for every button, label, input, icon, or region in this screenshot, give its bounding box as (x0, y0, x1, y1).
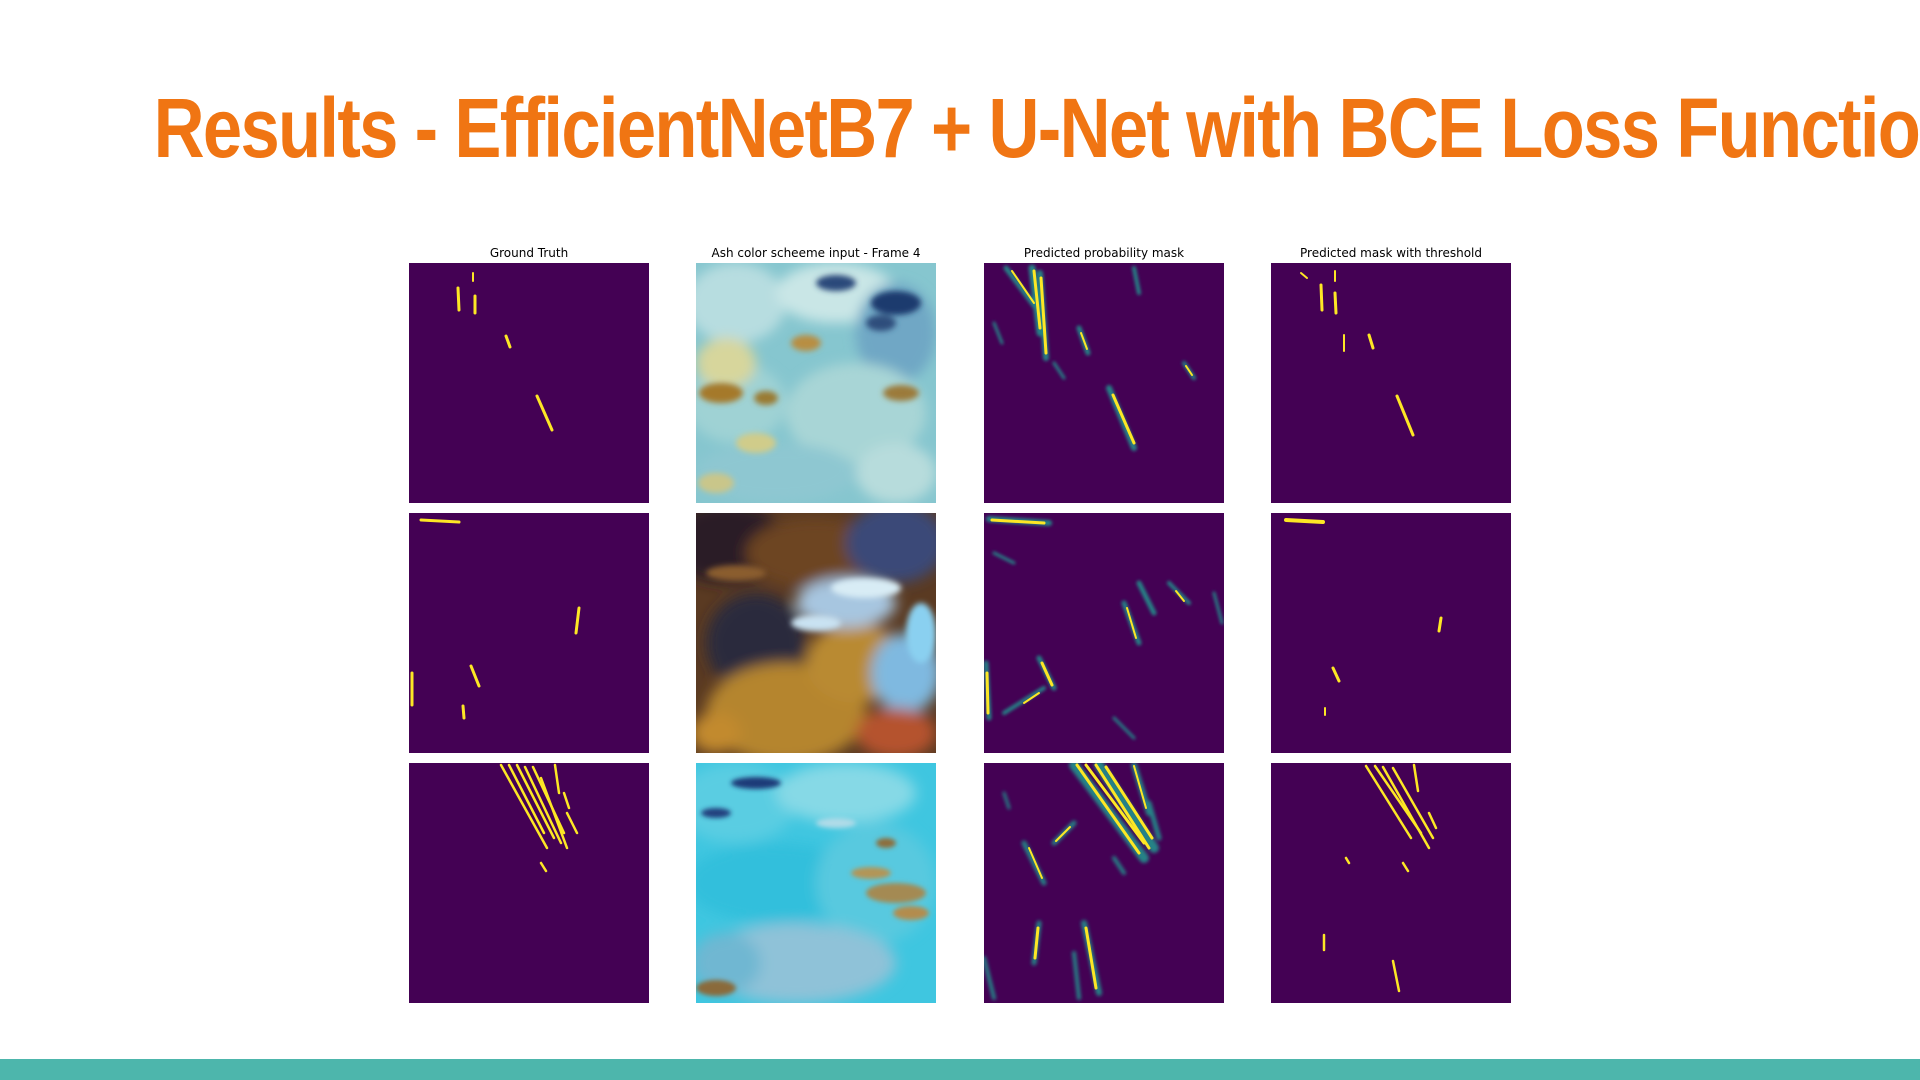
probability-mask-image (984, 263, 1224, 503)
threshold-mask-image (1271, 763, 1511, 1003)
ground-truth-image (409, 263, 649, 503)
probability-mask-image (984, 763, 1224, 1003)
ground-truth-image (409, 763, 649, 1003)
probability-mask-image (984, 513, 1224, 753)
column-title-threshold-mask: Predicted mask with threshold (1300, 246, 1482, 260)
footer-accent-bar (0, 1059, 1920, 1080)
column-title-ash-input: Ash color scheeme input - Frame 4 (711, 246, 921, 260)
slide-title: Results - EfficientNetB7 + U-Net with BC… (153, 81, 1920, 175)
column-title-probability-mask: Predicted probability mask (1023, 246, 1185, 260)
ash-color-input-image (696, 763, 936, 1003)
ground-truth-image (409, 513, 649, 753)
threshold-mask-image (1271, 513, 1511, 753)
ash-color-input-image (696, 263, 936, 503)
column-title-ground-truth: Ground Truth (489, 246, 569, 260)
ash-color-input-image (696, 513, 936, 753)
threshold-mask-image (1271, 263, 1511, 503)
